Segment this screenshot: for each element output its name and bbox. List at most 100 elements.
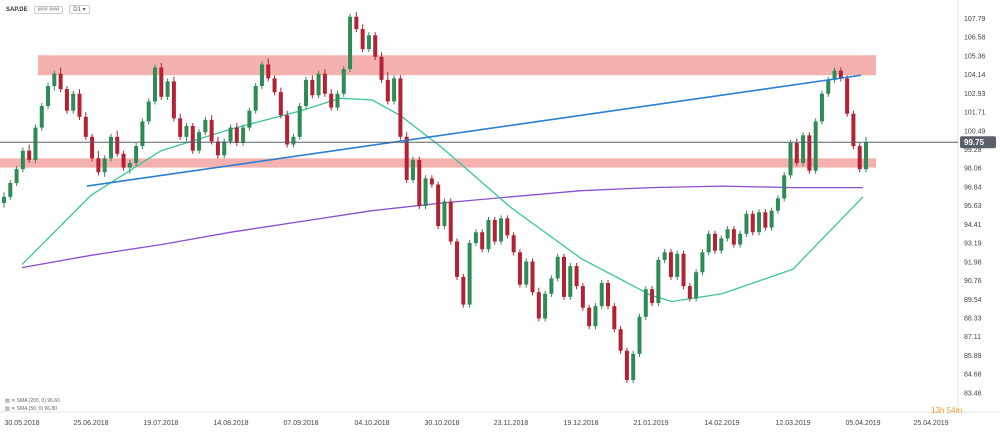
candle-body bbox=[64, 89, 69, 111]
legend-sma200[interactable]: ▨ ✕ SMA (200, 0) 96.60 bbox=[5, 398, 60, 404]
y-tick-label: 101.71 bbox=[964, 110, 986, 117]
candle-body bbox=[209, 119, 214, 142]
sma50-line bbox=[21, 97, 864, 303]
candle bbox=[241, 124, 246, 147]
y-tick-label: 102.93 bbox=[964, 91, 986, 98]
y-tick-label: 93.19 bbox=[964, 241, 982, 248]
candle bbox=[574, 263, 579, 290]
candle bbox=[536, 287, 541, 322]
candle bbox=[71, 90, 76, 114]
candle-body bbox=[215, 141, 220, 156]
candle bbox=[744, 210, 749, 237]
symbol-label[interactable]: SAP.DE bbox=[6, 6, 28, 13]
candle bbox=[549, 275, 554, 297]
y-tick-label: 96.84 bbox=[964, 184, 982, 191]
candle bbox=[178, 113, 183, 140]
interval-dropdown[interactable]: D1 ▾ bbox=[69, 5, 90, 14]
candle bbox=[316, 70, 321, 99]
candle-body bbox=[706, 233, 711, 253]
candle-body bbox=[310, 79, 315, 96]
candle-body bbox=[108, 136, 113, 159]
candle-body bbox=[511, 235, 516, 253]
candle-body bbox=[178, 118, 183, 137]
candle-body bbox=[71, 93, 76, 111]
candle-body bbox=[775, 198, 780, 211]
candle-body bbox=[2, 196, 6, 203]
candle-body bbox=[184, 126, 189, 137]
candle-body bbox=[580, 286, 585, 308]
candle-body bbox=[505, 218, 510, 236]
candle bbox=[423, 175, 428, 210]
candle bbox=[83, 112, 88, 140]
candle bbox=[253, 82, 258, 114]
candle bbox=[794, 138, 799, 167]
candle bbox=[442, 198, 447, 230]
candle-body bbox=[801, 135, 806, 163]
candle-body bbox=[530, 261, 535, 293]
candle-body bbox=[360, 29, 365, 50]
candle bbox=[530, 258, 535, 296]
candle-body bbox=[656, 259, 661, 304]
candle-body bbox=[102, 158, 107, 173]
candle bbox=[165, 78, 170, 100]
candle bbox=[499, 215, 504, 245]
candle-body bbox=[291, 136, 296, 145]
candle bbox=[297, 102, 302, 140]
candle-body bbox=[492, 219, 497, 242]
candle bbox=[39, 102, 44, 131]
candle bbox=[341, 66, 346, 97]
candle-body bbox=[694, 272, 699, 299]
candle-body bbox=[266, 64, 271, 79]
candle-body bbox=[631, 353, 636, 380]
candle bbox=[782, 172, 787, 202]
candle bbox=[857, 142, 862, 173]
candle-body bbox=[744, 213, 749, 234]
x-tick-label: 14.08.2018 bbox=[213, 420, 248, 427]
candle-body bbox=[259, 64, 264, 87]
candle-body bbox=[826, 79, 831, 94]
candle bbox=[801, 132, 806, 167]
y-tick-label: 85.89 bbox=[964, 353, 982, 360]
candle-body bbox=[794, 142, 799, 163]
candle-body bbox=[165, 81, 170, 97]
candle-body bbox=[549, 278, 554, 294]
y-tick-label: 84.68 bbox=[964, 372, 982, 379]
interval-label: D1 bbox=[73, 7, 81, 13]
candle-body bbox=[46, 86, 51, 107]
legend-sma50[interactable]: ▨ ✕ SMA (50, 0) 96.80 bbox=[5, 406, 58, 412]
sma50-label: SMA (50, 0) 96.80 bbox=[16, 406, 58, 412]
x-tick-label: 23.11.2018 bbox=[494, 420, 529, 427]
candle bbox=[845, 75, 850, 117]
candle bbox=[599, 279, 604, 310]
candle-body bbox=[392, 78, 397, 102]
y-tick-label: 90.76 bbox=[964, 278, 982, 285]
candle bbox=[385, 72, 390, 105]
x-tick-label: 21.01.2019 bbox=[633, 420, 668, 427]
candle-body bbox=[8, 182, 13, 197]
candle-body bbox=[624, 350, 629, 380]
candle bbox=[467, 239, 472, 308]
candle-body bbox=[712, 233, 717, 251]
y-tick-label: 94.41 bbox=[964, 222, 982, 229]
support-zone bbox=[0, 158, 876, 168]
candle bbox=[587, 304, 592, 330]
candle bbox=[694, 269, 699, 302]
symbol-tag: ### ### bbox=[33, 5, 64, 14]
candle bbox=[77, 89, 82, 120]
candle-body bbox=[838, 70, 843, 79]
candle bbox=[209, 115, 214, 145]
candle bbox=[348, 13, 353, 73]
candle-body bbox=[58, 73, 63, 90]
candle bbox=[668, 249, 673, 280]
current-price-label: 99.75 bbox=[964, 138, 985, 147]
candle-body bbox=[813, 121, 818, 171]
candle-body bbox=[39, 106, 44, 128]
candle-body bbox=[543, 293, 548, 319]
candle-body bbox=[354, 16, 359, 30]
candle bbox=[455, 238, 460, 280]
candle bbox=[543, 290, 548, 322]
candle-body bbox=[83, 116, 88, 137]
indicator-legend: ▨ ✕ SMA (200, 0) 96.60 ▨ ✕ SMA (50, 0) 9… bbox=[5, 397, 60, 413]
candle bbox=[64, 86, 69, 114]
